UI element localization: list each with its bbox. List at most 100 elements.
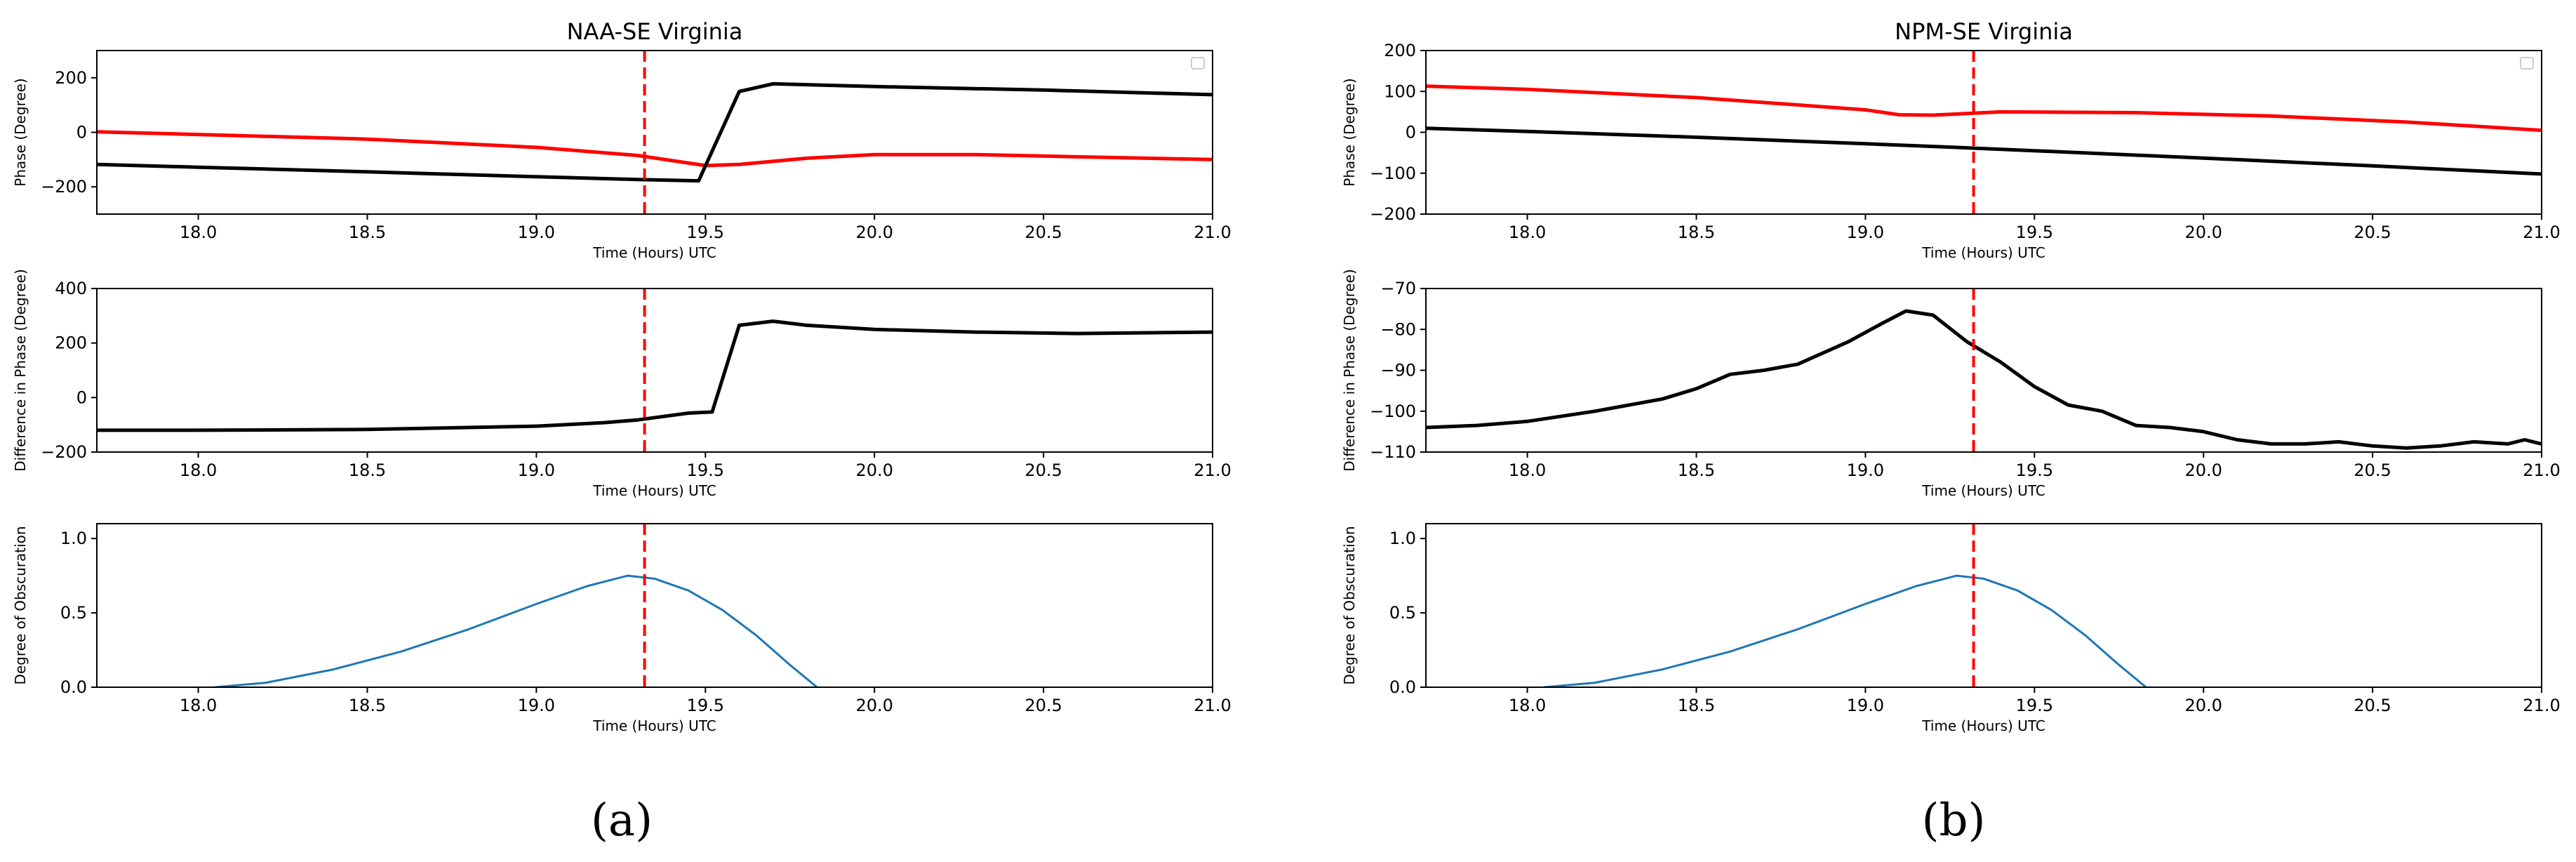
chart-2-xtick-label: 19.0 [518,460,555,480]
chart-1-xtick-label: 18.0 [180,223,217,242]
chart-4-legend [2520,57,2534,69]
chart-4-xtick-label: 19.0 [1847,223,1884,242]
chart-6-ylabel: Degree of Obscuration [1341,526,1358,684]
chart-3: 18.0 18.5 19.0 19.5 20.0 20.5 21.0 0.0 0.5 1.0 Tim… [12,523,1232,734]
chart-6-series-1-line [1544,574,2147,687]
chart-2-series-1-line [97,319,1213,432]
chart-3-xtick-label: 18.0 [180,696,217,715]
chart-2-ytick-label: −200 [41,442,87,462]
caption-b: (b) [1922,795,1986,847]
chart-1-ytick-label: 200 [55,68,87,88]
chart-4: NPM-SE Virginia 18.0 18.5 19.0 19.5 20.0 20.5 2… [1341,18,2561,261]
chart-1-xtick-label: 20.5 [1025,223,1062,242]
chart-4-ytick-label: −100 [1370,164,1416,183]
chart-5-ylabel: Difference in Phase (Degree) [1341,269,1358,472]
chart-3-xlabel: Time (Hours) UTC [592,717,716,734]
chart-5-xtick-label: 18.5 [1678,460,1715,480]
chart-1-xtick-label: 21.0 [1194,223,1231,242]
chart-6-xtick-label: 21.0 [2523,696,2560,715]
chart-6-xtick-label: 18.5 [1678,696,1715,715]
caption-a: (a) [591,795,653,847]
chart-3-xtick-label: 19.5 [687,696,724,715]
chart-1-legend [1191,57,1205,69]
chart-5-xtick-label: 20.5 [2354,460,2391,480]
chart-1-ylabel: Phase (Degree) [12,78,29,186]
chart-6: 18.0 18.5 19.0 19.5 20.0 20.5 21.0 0.0 0.5 1.0 Tim… [1341,523,2561,734]
chart-4-xtick-label: 19.5 [2016,223,2053,242]
chart-2-ytick-label: 200 [55,333,87,353]
chart-1-series-1-line [97,130,1213,168]
chart-3-xtick-label: 18.5 [349,696,386,715]
chart-3-xtick-label: 19.0 [518,696,555,715]
chart-4-ytick-label: 200 [1384,41,1416,60]
chart-3-series-1-line [215,574,818,687]
chart-5-series-1-line [1426,309,2542,450]
chart-3-ylabel: Degree of Obscuration [12,526,29,684]
chart-5-xtick-label: 19.5 [2016,460,2053,480]
chart-6-ytick-label: 1.0 [1389,529,1416,548]
chart-6-ytick-label: 0.0 [1389,677,1416,697]
chart-1-title: NAA-SE Virginia [567,18,743,45]
chart-2-xtick-label: 18.5 [349,460,386,480]
chart-2: 18.0 18.5 19.0 19.5 20.0 20.5 21.0 −200 0 200 400 T… [12,269,1232,499]
chart-2-xlabel: Time (Hours) UTC [592,482,716,499]
chart-4-series-2-line [1426,126,2542,176]
chart-6-xtick-label: 19.0 [1847,696,1884,715]
chart-2-xtick-label: 21.0 [1194,460,1231,480]
chart-5-ytick-label: −100 [1370,402,1416,421]
chart-4-xtick-label: 21.0 [2523,223,2560,242]
chart-5-xlabel: Time (Hours) UTC [1921,482,2046,499]
chart-2-xtick-label: 20.5 [1025,460,1062,480]
chart-3-xtick-label: 20.5 [1025,696,1062,715]
chart-5-xtick-label: 18.0 [1509,460,1546,480]
chart-5-xtick-label: 19.0 [1847,460,1884,480]
chart-1-xtick-label: 18.5 [349,223,386,242]
chart-4-series-1-line [1426,84,2542,133]
chart-5-xtick-label: 21.0 [2523,460,2560,480]
chart-3-xtick-label: 20.0 [855,696,893,715]
chart-3-ytick-label: 0.5 [60,603,87,623]
chart-1-xtick-label: 19.0 [518,223,555,242]
chart-3-ytick-label: 1.0 [60,529,87,548]
chart-4-ylabel: Phase (Degree) [1341,78,1358,186]
chart-6-xtick-label: 20.5 [2354,696,2391,715]
chart-5: 18.0 18.5 19.0 19.5 20.0 20.5 21.0 −110 −100 −90 −… [1341,269,2561,499]
chart-2-frame [96,288,1213,453]
chart-4-ytick-label: 100 [1384,81,1416,101]
chart-4-xtick-label: 18.5 [1678,223,1715,242]
chart-6-xlabel: Time (Hours) UTC [1921,717,2046,734]
chart-2-ytick-label: 0 [76,387,87,407]
chart-5-ytick-label: −90 [1380,361,1416,380]
chart-4-title: NPM-SE Virginia [1895,18,2073,45]
chart-5-ytick-label: −110 [1370,442,1416,462]
chart-4-ytick-label: 0 [1406,123,1416,142]
chart-4-xlabel: Time (Hours) UTC [1921,244,2046,261]
chart-6-xtick-label: 18.0 [1509,696,1546,715]
chart-2-ytick-label: 400 [55,279,87,298]
chart-5-ytick-label: −80 [1380,319,1416,339]
chart-5-ytick-label: −70 [1380,279,1416,298]
chart-2-xtick-label: 18.0 [180,460,217,480]
chart-1-xtick-label: 20.0 [855,223,893,242]
chart-5-xtick-label: 20.0 [2184,460,2222,480]
chart-4-xtick-label: 20.0 [2184,223,2222,242]
chart-6-xtick-label: 19.5 [2016,696,2053,715]
chart-6-xtick-label: 20.0 [2184,696,2222,715]
chart-2-xtick-label: 19.5 [687,460,724,480]
chart-3-frame [96,523,1213,688]
chart-2-ylabel: Difference in Phase (Degree) [12,269,29,472]
chart-4-ytick-label: −200 [1370,204,1416,224]
chart-4-xtick-label: 18.0 [1509,223,1546,242]
chart-1-ytick-label: 0 [76,123,87,142]
chart-1-series-2-line [97,81,1213,183]
chart-6-ytick-label: 0.5 [1389,603,1416,623]
chart-1: NAA-SE Virginia 18.0 18.5 19.0 19.5 20.0 20.5 2… [12,18,1232,261]
chart-1-xtick-label: 19.5 [687,223,724,242]
chart-3-ytick-label: 0.0 [60,677,87,697]
chart-4-xtick-label: 20.5 [2354,223,2391,242]
chart-6-frame [1425,523,2542,688]
chart-1-xlabel: Time (Hours) UTC [592,244,716,261]
chart-1-ytick-label: −200 [41,177,87,197]
chart-3-xtick-label: 21.0 [1194,696,1231,715]
